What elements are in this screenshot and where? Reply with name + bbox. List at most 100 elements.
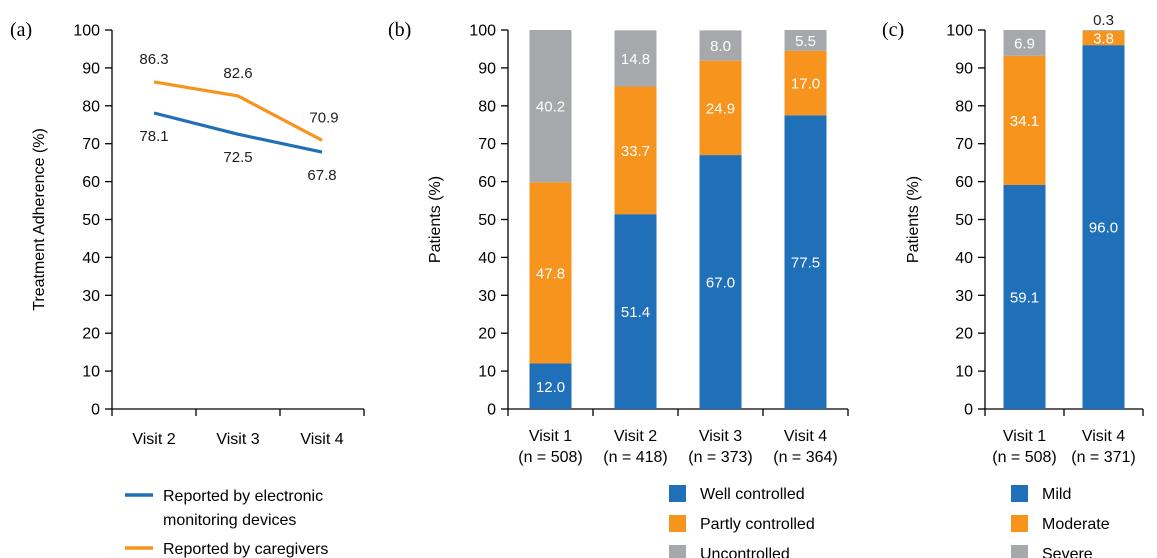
bar-value-label: 24.9 xyxy=(706,100,735,117)
panel-b-stacked-bar-chart: (b) 0 10 20 30 40 50 60 70 80 90 100 Patients (%) Vis… xyxy=(388,19,849,558)
y-tick-label: 0 xyxy=(91,402,100,419)
y-tick-label: 50 xyxy=(82,212,100,229)
legend-swatch xyxy=(1011,485,1028,502)
x-tick-sublabel: (n = 371) xyxy=(1071,449,1135,466)
bar-segment xyxy=(1003,185,1046,409)
bar-segment xyxy=(529,363,572,409)
bar-segment xyxy=(614,86,657,215)
data-label: 78.1 xyxy=(139,128,168,145)
bar-value-label: 12.0 xyxy=(536,379,565,396)
bar-segment xyxy=(529,30,572,183)
y-tick-label: 20 xyxy=(955,326,973,343)
panel-a-line-chart: (a) 0 10 20 30 40 50 60 70 80 90 100 Treatment Adher… xyxy=(10,19,365,558)
x-tick-sublabel: (n = 364) xyxy=(773,449,837,466)
legend-label: Mild xyxy=(1042,486,1071,503)
legend-label: Reported by electronic xyxy=(163,488,323,505)
bar-value-label: 96.0 xyxy=(1089,220,1118,237)
y-tick-label: 80 xyxy=(82,98,100,115)
x-tick-label: Visit 2 xyxy=(132,431,175,448)
y-tick-label: 50 xyxy=(478,212,496,229)
bar-value-label: 0.3 xyxy=(1093,12,1114,29)
y-axis-title: Treatment Adherence (%) xyxy=(31,128,48,311)
y-tick-label: 0 xyxy=(964,402,973,419)
x-tick-label: Visit 4 xyxy=(300,431,343,448)
y-tick-label: 70 xyxy=(478,136,496,153)
x-tick-label: Visit 2 xyxy=(614,428,657,445)
y-tick-label: 0 xyxy=(487,402,496,419)
y-tick-label: 80 xyxy=(955,98,973,115)
bar-value-label: 3.8 xyxy=(1093,30,1114,47)
data-label: 67.8 xyxy=(307,167,336,184)
bar-segment xyxy=(784,50,827,116)
panel-label: (c) xyxy=(882,19,904,41)
y-tick-label: 90 xyxy=(478,60,496,77)
x-tick-label: Visit 1 xyxy=(529,428,572,445)
bar-segment xyxy=(699,30,742,61)
bar-segment xyxy=(784,115,827,410)
y-tick-label: 10 xyxy=(82,364,100,381)
bar-value-label: 59.1 xyxy=(1010,290,1039,307)
x-tick-sublabel: (n = 373) xyxy=(688,449,752,466)
y-tick-label: 70 xyxy=(82,136,100,153)
legend-label: Uncontrolled xyxy=(700,546,790,558)
y-tick-label: 30 xyxy=(478,288,496,305)
y-tick-label: 20 xyxy=(478,326,496,343)
data-label: 86.3 xyxy=(139,51,168,68)
x-tick-label: Visit 3 xyxy=(216,431,259,448)
legend-label: Well controlled xyxy=(700,486,805,503)
bar-value-label: 77.5 xyxy=(791,255,820,272)
bar-segment xyxy=(699,155,742,409)
bar-value-label: 14.8 xyxy=(621,51,650,68)
bar-value-label: 47.8 xyxy=(536,265,565,282)
panel-label: (b) xyxy=(388,19,411,41)
legend-label: monitoring devices xyxy=(163,512,296,529)
bar-value-label: 5.5 xyxy=(795,33,816,50)
y-tick-label: 90 xyxy=(82,60,100,77)
y-tick-label: 50 xyxy=(955,212,973,229)
legend-label: Reported by caregivers xyxy=(163,541,328,558)
legend-swatch xyxy=(669,515,686,532)
legend-swatch xyxy=(1011,545,1028,558)
y-tick-label: 60 xyxy=(955,174,973,191)
panel-label: (a) xyxy=(10,19,32,41)
y-tick-label: 20 xyxy=(82,326,100,343)
bar-segment xyxy=(699,60,742,156)
bar-value-label: 33.7 xyxy=(621,143,650,160)
legend-label: Severe xyxy=(1042,546,1093,558)
bar-segment xyxy=(614,30,657,87)
data-label: 70.9 xyxy=(309,109,338,126)
y-tick-label: 40 xyxy=(955,250,973,267)
y-axis-title: Patients (%) xyxy=(905,176,922,263)
bar-value-label: 8.0 xyxy=(710,38,731,55)
x-tick-label: Visit 4 xyxy=(1082,428,1125,445)
bar-segment xyxy=(1003,55,1046,186)
legend-swatch xyxy=(669,545,686,558)
data-label: 72.5 xyxy=(223,149,252,166)
bar-segment xyxy=(1082,45,1125,409)
y-axis-title: Patients (%) xyxy=(427,176,444,263)
bar-value-label: 40.2 xyxy=(536,99,565,116)
bar-value-label: 6.9 xyxy=(1014,35,1035,52)
y-tick-label: 100 xyxy=(946,23,973,40)
y-tick-label: 70 xyxy=(955,136,973,153)
series-line-electronic-monitoring xyxy=(153,111,323,154)
y-tick-label: 10 xyxy=(955,364,973,381)
y-tick-label: 80 xyxy=(478,98,496,115)
y-tick-label: 60 xyxy=(478,174,496,191)
bar-value-label: 17.0 xyxy=(791,76,820,93)
panel-c-stacked-bar-chart: (c) 0 10 20 30 40 50 60 70 80 90 100 Patients (%) Vis… xyxy=(882,12,1144,558)
data-label: 82.6 xyxy=(223,65,252,82)
bar-segment xyxy=(1003,30,1046,56)
y-tick-label: 100 xyxy=(73,23,100,40)
bar-value-label: 34.1 xyxy=(1010,113,1039,130)
x-tick-sublabel: (n = 418) xyxy=(603,449,667,466)
x-tick-label: Visit 3 xyxy=(699,428,742,445)
x-tick-sublabel: (n = 508) xyxy=(518,449,582,466)
legend-swatch xyxy=(669,485,686,502)
bar-value-label: 67.0 xyxy=(706,275,735,292)
bar-segment xyxy=(1082,30,1125,31)
y-tick-label: 60 xyxy=(82,174,100,191)
x-tick-label: Visit 4 xyxy=(784,428,827,445)
y-tick-label: 10 xyxy=(478,364,496,381)
